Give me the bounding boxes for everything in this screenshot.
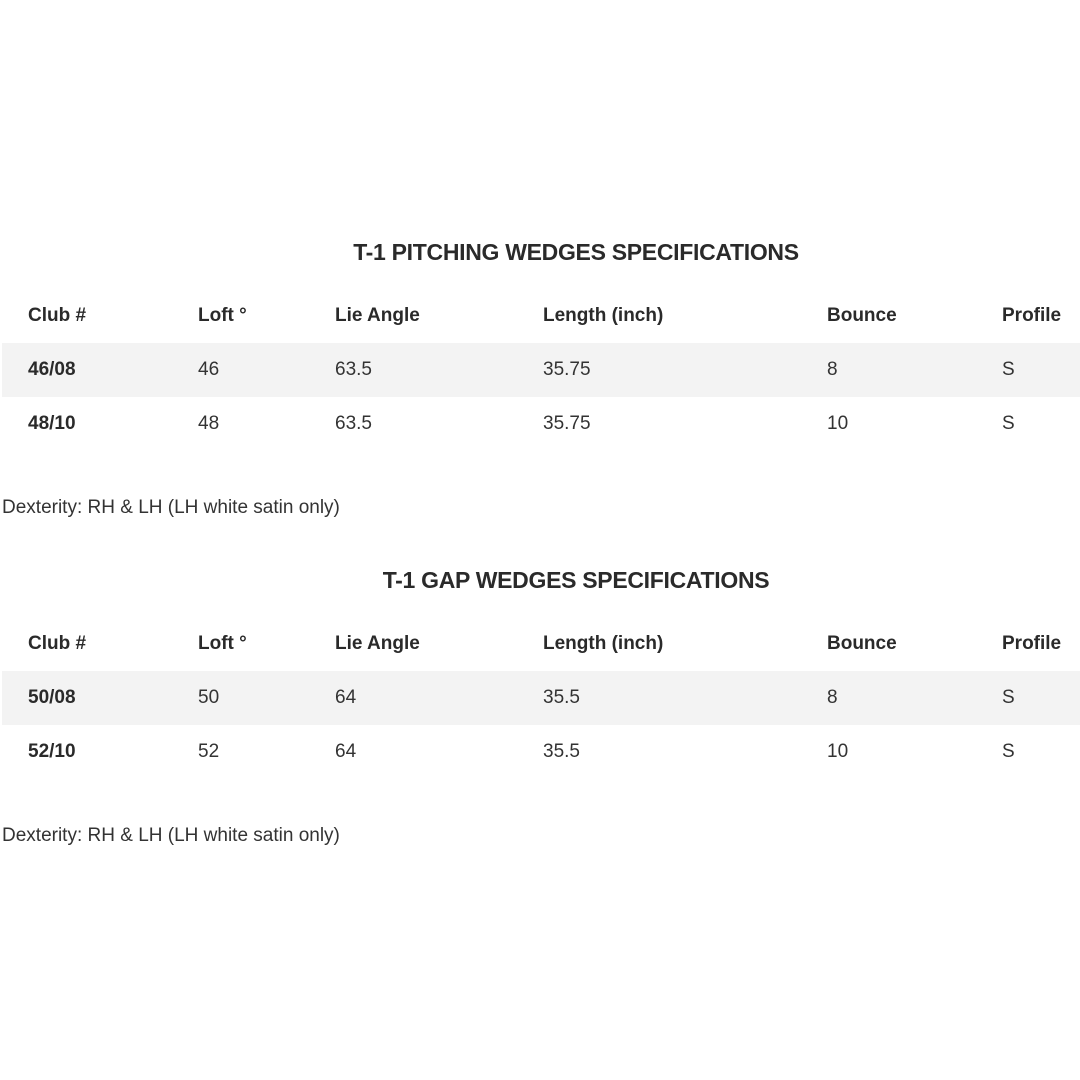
column-header: Length (inch): [543, 633, 664, 654]
spec-table: Club # Loft ° Lie Angle Length (inch) Bounce…: [2, 617, 1080, 779]
table-cell: 50: [198, 687, 220, 708]
table-cell: 46: [198, 359, 220, 380]
column-header: Profile: [1002, 305, 1062, 326]
table-cell: 48/10: [28, 413, 76, 434]
table-header-row: Club # Loft ° Lie Angle Length (inch) Bounce…: [2, 617, 1080, 671]
table-cell: 64: [335, 741, 357, 762]
table-row: 46/08 46 63.5 35.75 8 S: [2, 343, 1080, 397]
table-cell: S: [1002, 741, 1015, 762]
table-row: 52/10 52 64 35.5 10 S: [2, 725, 1080, 779]
table-title: T-1 PITCHING WEDGES SPECIFICATIONS: [353, 239, 799, 265]
column-header: Lie Angle: [335, 633, 420, 654]
column-header: Lie Angle: [335, 305, 420, 326]
table-cell: 64: [335, 687, 357, 708]
table-cell: 63.5: [335, 413, 372, 434]
table-cell: S: [1002, 413, 1015, 434]
column-header: Loft °: [198, 305, 247, 326]
table-title: T-1 GAP WEDGES SPECIFICATIONS: [382, 567, 770, 593]
column-header: Club #: [28, 633, 87, 654]
table-cell: 8: [827, 359, 838, 380]
table-cell: 35.5: [543, 741, 580, 762]
table-cell: 10: [827, 413, 849, 434]
column-header: Club #: [28, 305, 87, 326]
table-header-row: Club # Loft ° Lie Angle Length (inch) Bounce…: [2, 289, 1080, 343]
table-cell: 48: [198, 413, 220, 434]
table-cell: 63.5: [335, 359, 372, 380]
column-header: Bounce: [827, 305, 897, 326]
table-row: 50/08 50 64 35.5 8 S: [2, 671, 1080, 725]
column-header: Bounce: [827, 633, 897, 654]
table-cell: 52: [198, 741, 220, 762]
table-row: 48/10 48 63.5 35.75 10 S: [2, 397, 1080, 451]
table-cell: 35.75: [543, 413, 591, 434]
table-cell: 35.75: [543, 359, 591, 380]
table-cell: 35.5: [543, 687, 580, 708]
column-header: Length (inch): [543, 305, 664, 326]
table-cell: 46/08: [28, 359, 76, 380]
column-header: Profile: [1002, 633, 1062, 654]
table-cell: 50/08: [28, 687, 76, 708]
table-cell: S: [1002, 359, 1015, 380]
table-cell: 10: [827, 741, 849, 762]
table-cell: 8: [827, 687, 838, 708]
spec-table: Club # Loft ° Lie Angle Length (inch) Bounce…: [2, 289, 1080, 451]
column-header: Loft °: [198, 633, 247, 654]
table-cell: 52/10: [28, 741, 76, 762]
dexterity-note: Dexterity: RH & LH (LH white satin only): [2, 825, 340, 846]
dexterity-note: Dexterity: RH & LH (LH white satin only): [2, 497, 340, 518]
table-cell: S: [1002, 687, 1015, 708]
